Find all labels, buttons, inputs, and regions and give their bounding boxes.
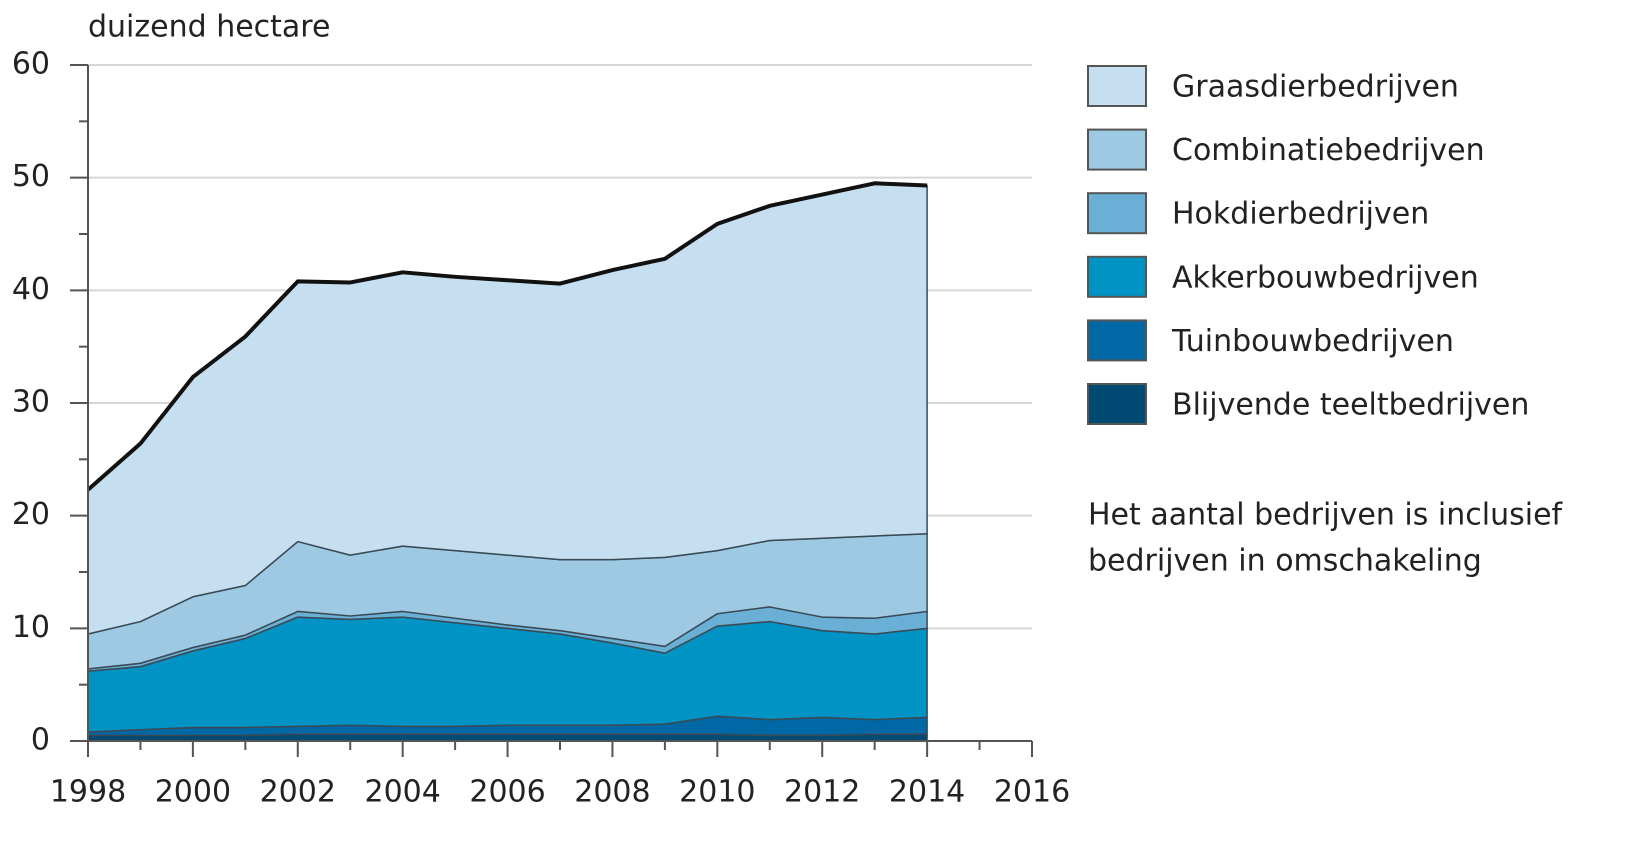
y-axis-label: duizend hectare — [88, 10, 330, 45]
x-tick-label: 2000 — [155, 775, 231, 810]
legend-swatch — [1087, 65, 1147, 107]
y-tick-label: 10 — [12, 610, 50, 645]
y-tick-label: 0 — [31, 723, 50, 758]
legend-label: Graasdierbedrijven — [1172, 70, 1459, 105]
x-tick-label: 2016 — [994, 775, 1070, 810]
x-tick-label: 2014 — [889, 775, 965, 810]
y-tick-label: 50 — [12, 159, 50, 194]
legend-swatch — [1087, 383, 1147, 425]
legend-swatch — [1087, 255, 1147, 298]
x-tick-label: 2004 — [364, 775, 440, 810]
legend-label: Combinatiebedrijven — [1172, 133, 1485, 168]
x-tick-label: 2008 — [574, 775, 650, 810]
x-tick-label: 1998 — [50, 775, 126, 810]
note: Het aantal bedrijven is inclusief — [1088, 498, 1564, 533]
legend-label: Hokdierbedrijven — [1172, 197, 1429, 232]
y-tick-label: 20 — [12, 497, 50, 532]
legend-label: Tuinbouwbedrijven — [1171, 324, 1454, 359]
total-outline — [86, 181, 928, 492]
x-tick-label: 2006 — [469, 775, 545, 810]
legend-swatch — [1087, 319, 1147, 362]
y-tick-label: 30 — [12, 385, 50, 420]
legend-label: Akkerbouwbedrijven — [1172, 260, 1479, 295]
x-tick-label: 2010 — [679, 775, 755, 810]
x-tick-label: 2012 — [784, 775, 860, 810]
legend-swatch — [1087, 128, 1147, 171]
legend-swatch — [1087, 192, 1147, 235]
x-tick-label: 2002 — [260, 775, 336, 810]
y-tick-label: 40 — [12, 272, 50, 307]
note: bedrijven in omschakeling — [1088, 544, 1482, 579]
y-tick-label: 60 — [12, 47, 50, 82]
legend-label: Blijvende teeltbedrijven — [1172, 388, 1529, 423]
